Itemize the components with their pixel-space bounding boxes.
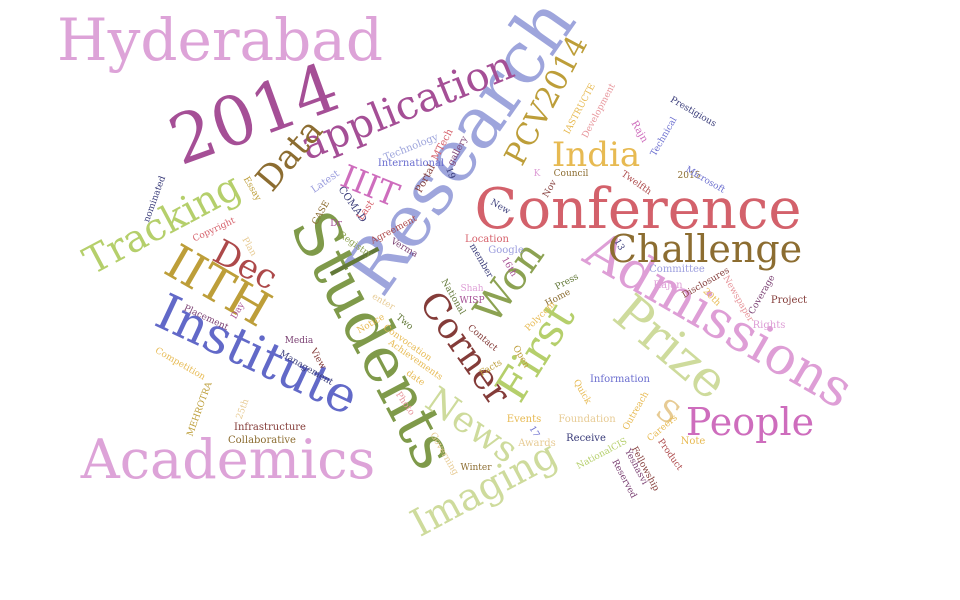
word: Shah: [460, 284, 483, 294]
word: Challenge: [608, 227, 802, 271]
word: Media: [285, 336, 314, 346]
word: 2015: [678, 171, 701, 181]
word: Collaborative: [228, 435, 296, 446]
word: Project: [771, 295, 807, 306]
word: K: [534, 169, 541, 179]
word: 25th: [235, 398, 252, 421]
word: Conference: [475, 177, 802, 242]
word: Google: [488, 245, 524, 256]
word: Infrastructure: [234, 422, 306, 433]
word: Committee: [649, 264, 705, 275]
word: People: [686, 400, 814, 444]
word: Outreach: [621, 390, 651, 432]
word: Dr: [330, 219, 342, 229]
word: Winter: [460, 463, 492, 473]
word: Hyderabad: [57, 6, 383, 74]
word: Rajan: [653, 280, 683, 291]
word: Receive: [566, 433, 606, 444]
word: Information: [590, 374, 651, 385]
word: Rights: [753, 320, 786, 331]
word: Location: [465, 234, 509, 245]
word: India: [552, 135, 640, 175]
word: Foundation: [558, 414, 616, 425]
word: Events: [507, 414, 541, 425]
word: Awards: [517, 438, 556, 449]
word: Technical: [649, 116, 679, 159]
word: Council: [554, 169, 589, 179]
word: Note: [681, 436, 706, 447]
word: Academics: [80, 428, 375, 491]
word: 19: [443, 166, 456, 180]
word: WISP: [459, 296, 484, 306]
word: International: [378, 158, 444, 169]
